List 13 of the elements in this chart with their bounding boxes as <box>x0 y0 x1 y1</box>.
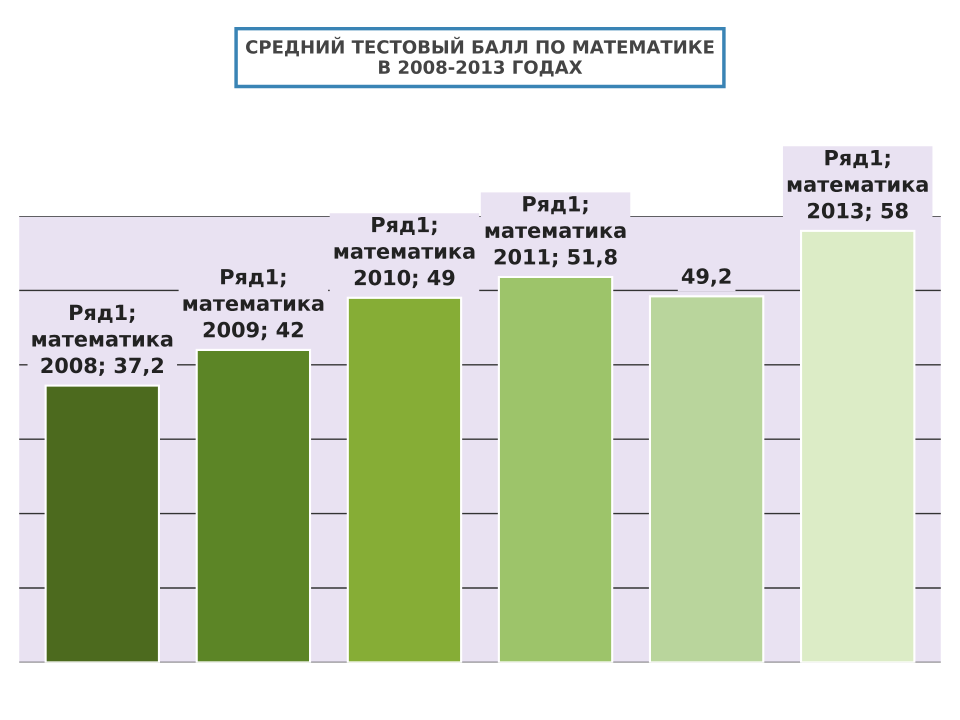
chart-title: СРЕДНИЙ ТЕСТОВЫЙ БАЛЛ ПО МАТЕМАТИКЕ В 2008-2013 ГОДАХ <box>246 36 714 77</box>
data-label: Ряд1; математика 2013; 58 <box>788 150 928 222</box>
data-label: Ряд1; математика 2009; 42 <box>184 269 324 340</box>
data-label: Ряд1; математика 2008; 37,2 <box>32 304 172 376</box>
bar <box>800 230 916 662</box>
bar <box>648 295 764 662</box>
data-label: Ряд1; математика 2010; 49 <box>334 216 474 288</box>
bar <box>346 296 462 662</box>
bar <box>196 348 312 662</box>
data-label: Ряд1; математика 2011; 51,8 <box>486 196 626 268</box>
data-label: 49,2 <box>682 268 731 287</box>
bar <box>498 276 614 662</box>
bar <box>44 384 160 662</box>
